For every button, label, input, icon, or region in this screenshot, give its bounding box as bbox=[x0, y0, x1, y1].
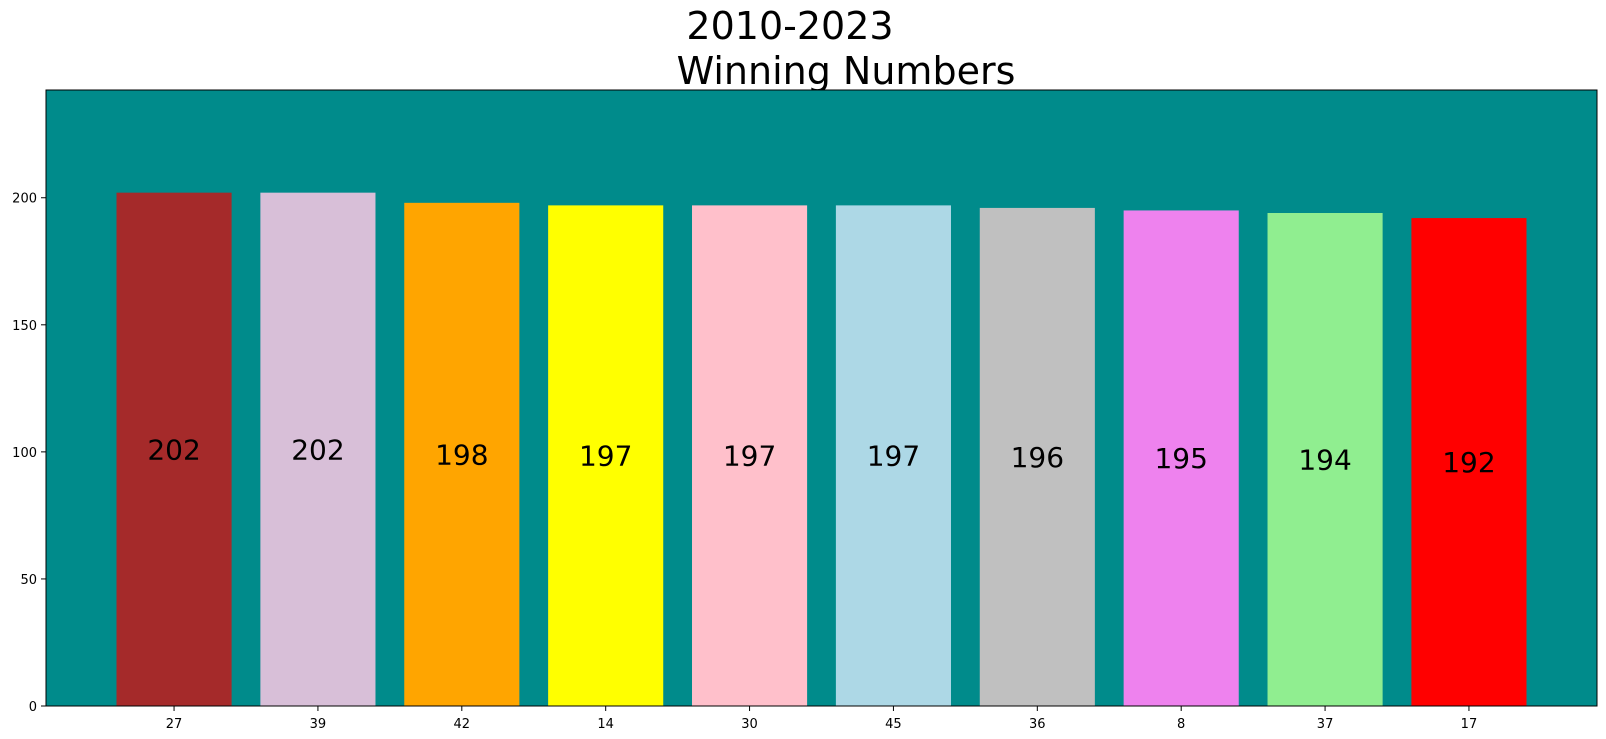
x-tick-label-17: 17 bbox=[1461, 717, 1478, 732]
data-labels-group: 202 202 198 197 197 197 196 195 194 192 bbox=[147, 433, 1495, 479]
y-tick-label-150: 150 bbox=[12, 319, 37, 334]
y-axis: 0 50 100 150 200 bbox=[12, 192, 46, 715]
data-label-14: 197 bbox=[579, 440, 632, 473]
data-label-30: 197 bbox=[723, 440, 776, 473]
plot-frame bbox=[45, 89, 1598, 707]
bar-36 bbox=[979, 207, 1095, 706]
chart-title-line2: Winning Numbers bbox=[677, 49, 1016, 93]
data-label-37: 194 bbox=[1298, 443, 1351, 476]
y-tick-label-50: 50 bbox=[20, 573, 37, 588]
x-tick-label-8: 8 bbox=[1177, 717, 1185, 732]
bar-42 bbox=[404, 202, 520, 707]
y-tick-label-200: 200 bbox=[12, 192, 37, 207]
x-tick-label-42: 42 bbox=[454, 717, 471, 732]
bar-30 bbox=[692, 205, 808, 707]
bar-45 bbox=[835, 205, 951, 707]
x-tick-label-36: 36 bbox=[1029, 717, 1046, 732]
x-tick-label-45: 45 bbox=[885, 717, 902, 732]
data-label-17: 192 bbox=[1442, 446, 1495, 479]
x-tick-label-30: 30 bbox=[741, 717, 758, 732]
bars-group bbox=[116, 192, 1527, 707]
y-tick-label-100: 100 bbox=[12, 446, 37, 461]
data-label-39: 202 bbox=[291, 433, 344, 466]
x-tick-label-39: 39 bbox=[310, 717, 327, 732]
x-axis: 27 39 42 14 30 45 36 8 37 17 bbox=[166, 706, 1477, 732]
x-tick-label-27: 27 bbox=[166, 717, 183, 732]
data-label-36: 196 bbox=[1011, 441, 1064, 474]
data-label-45: 197 bbox=[867, 440, 920, 473]
bar-37 bbox=[1267, 212, 1383, 706]
chart-title-line1: 2010-2023 bbox=[686, 4, 893, 48]
bar-8 bbox=[1123, 210, 1239, 706]
data-label-42: 198 bbox=[435, 438, 488, 471]
data-label-27: 202 bbox=[147, 433, 200, 466]
bar-14 bbox=[548, 205, 664, 707]
x-tick-label-37: 37 bbox=[1317, 717, 1334, 732]
bar-17 bbox=[1411, 218, 1527, 706]
x-tick-label-14: 14 bbox=[597, 717, 614, 732]
data-label-8: 195 bbox=[1154, 442, 1207, 475]
y-tick-label-0: 0 bbox=[29, 700, 37, 715]
bar-39 bbox=[260, 192, 376, 706]
bar-27 bbox=[116, 192, 232, 706]
